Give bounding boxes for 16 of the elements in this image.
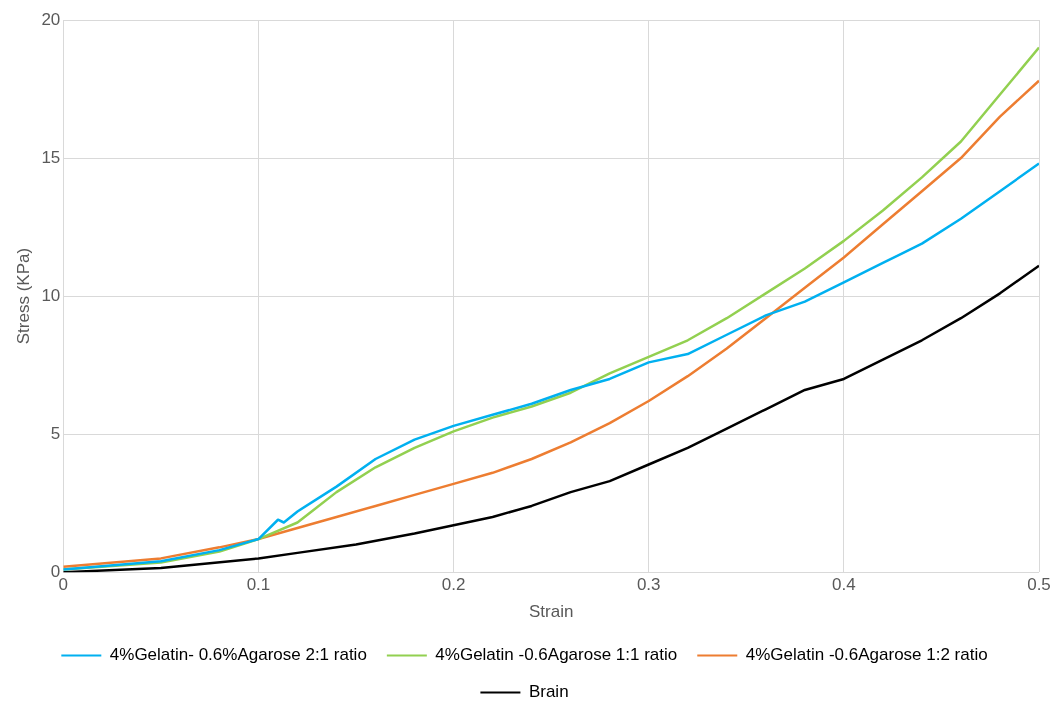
x-tick-label: 0.1 bbox=[246, 575, 271, 595]
x-tick-label: 0.4 bbox=[832, 575, 856, 595]
legend-label: 4%Gelatin -0.6Agarose 1:1 ratio bbox=[435, 645, 678, 665]
legend-label: 4%Gelatin- 0.6%Agarose 2:1 ratio bbox=[109, 645, 367, 665]
x-tick-label: 0.3 bbox=[636, 575, 661, 595]
x-axis-title: Strain bbox=[528, 602, 574, 622]
y-tick-label: 20 bbox=[41, 9, 61, 29]
y-tick-label: 5 bbox=[50, 423, 61, 443]
y-tick-label: 0 bbox=[50, 561, 61, 581]
y-tick-label: 10 bbox=[41, 285, 61, 305]
x-tick-label: 0.2 bbox=[441, 575, 466, 595]
x-tick-label: 0.5 bbox=[1027, 575, 1051, 595]
legend-label: Brain bbox=[528, 682, 569, 702]
legend-label: 4%Gelatin -0.6Agarose 1:2 ratio bbox=[745, 645, 988, 665]
y-tick-label: 15 bbox=[41, 147, 61, 167]
y-axis-title: Stress (KPa) bbox=[13, 247, 33, 345]
